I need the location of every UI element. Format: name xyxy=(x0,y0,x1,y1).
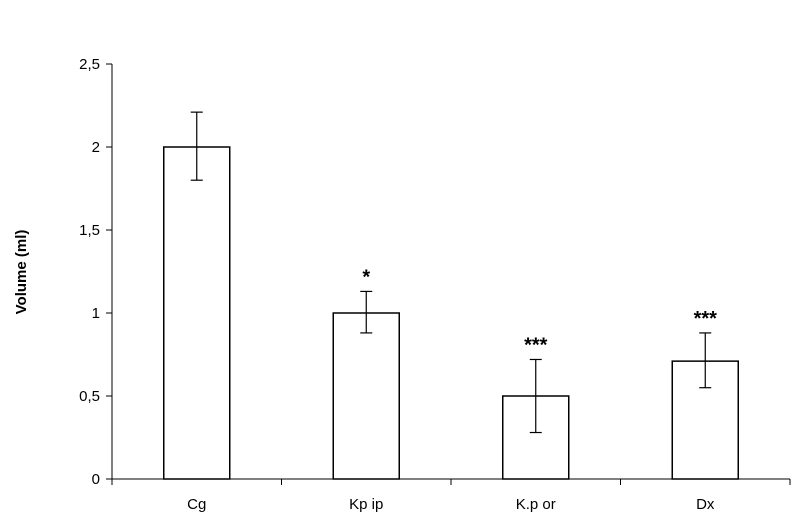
x-category-label: Dx xyxy=(696,496,715,513)
plot-area: 0 0,5 1 1,5 2 2,5 Cg * Kp ip *** K.p or *** Dx xyxy=(79,56,791,513)
y-tick-label: 0,5 xyxy=(79,388,100,405)
x-category-label: K.p or xyxy=(516,496,556,513)
y-axis-title: Volume (ml) xyxy=(13,230,30,315)
significance-label: *** xyxy=(524,334,548,356)
bar xyxy=(163,146,231,480)
y-tick-label: 1 xyxy=(92,305,100,322)
x-category-label: Kp ip xyxy=(349,496,383,513)
significance-label: * xyxy=(362,266,370,288)
y-tick-label: 2,5 xyxy=(79,56,100,73)
x-category-label: Cg xyxy=(187,496,206,513)
y-tick-label: 0 xyxy=(92,471,100,488)
significance-label: *** xyxy=(694,308,718,330)
y-tick-label: 2 xyxy=(92,139,100,156)
y-tick-label: 1,5 xyxy=(79,222,100,239)
bar xyxy=(332,312,400,480)
